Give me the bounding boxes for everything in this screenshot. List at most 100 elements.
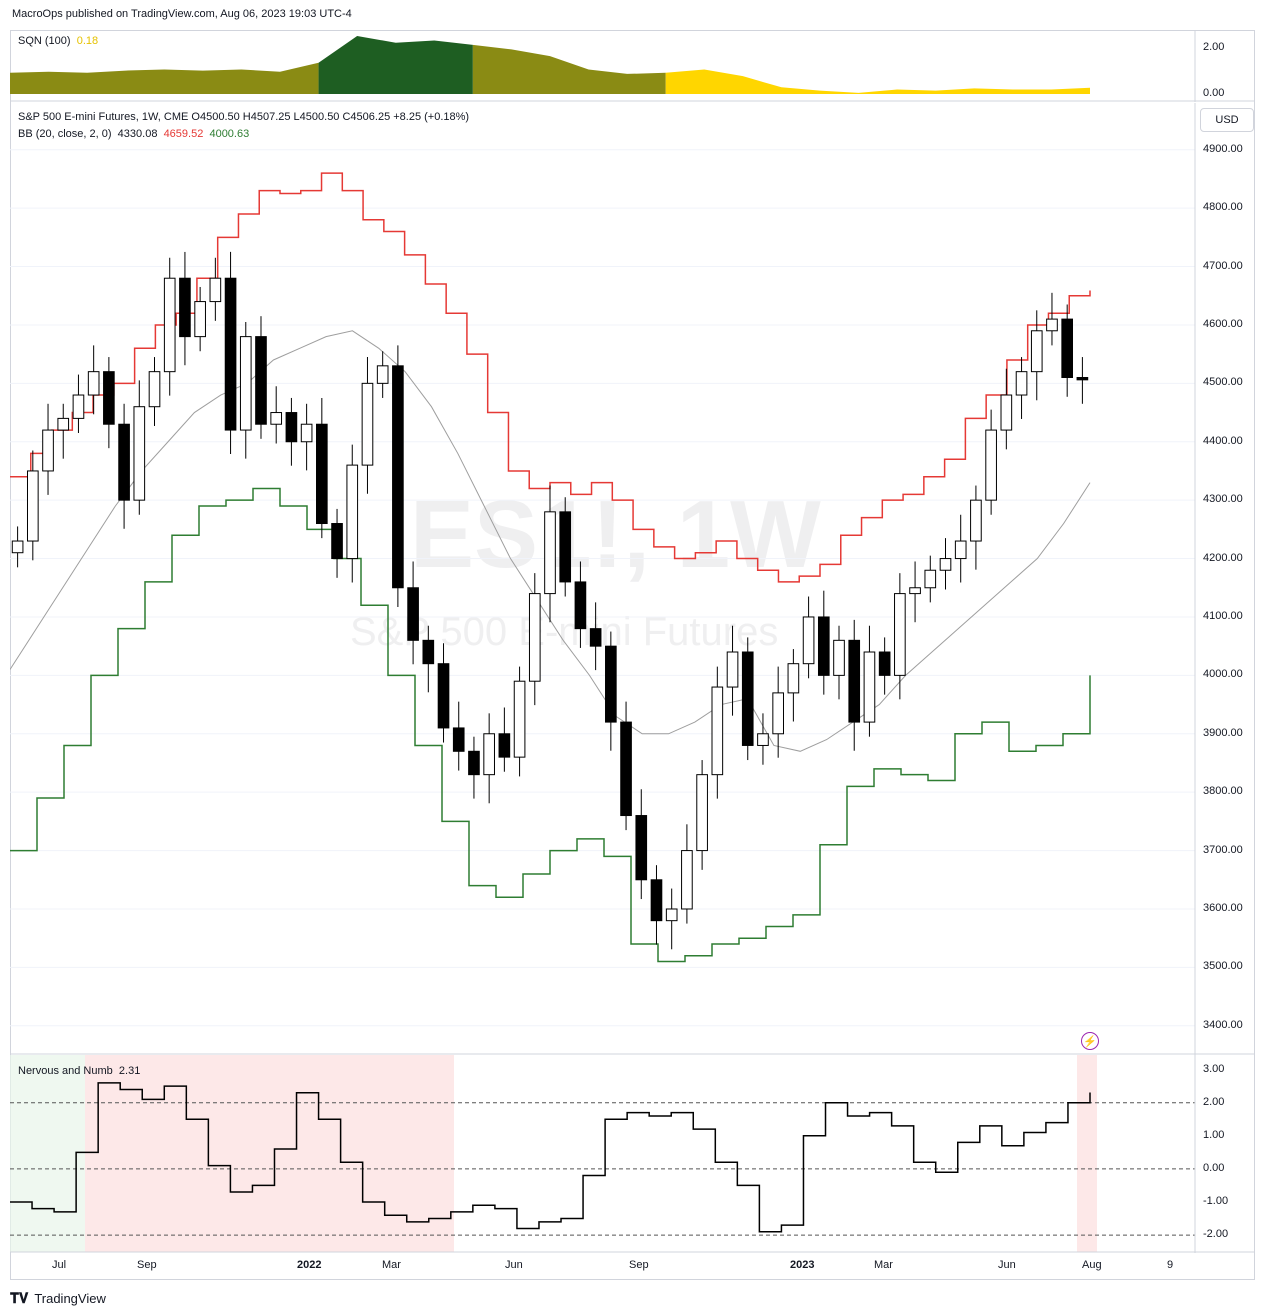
candle-body bbox=[741, 651, 754, 746]
price-axis-label: 4100.00 bbox=[1203, 609, 1243, 622]
sqn-pane[interactable] bbox=[10, 30, 1255, 102]
candle-body bbox=[255, 336, 267, 425]
candle-body bbox=[437, 663, 450, 729]
candle-body bbox=[544, 511, 556, 595]
price-pane[interactable] bbox=[10, 103, 1255, 1055]
candle-body bbox=[498, 733, 511, 758]
candle-body bbox=[407, 587, 419, 641]
nn-axis-label: 0.00 bbox=[1203, 1161, 1225, 1174]
price-axis-label: 4800.00 bbox=[1203, 201, 1243, 214]
price-axis-label: 3500.00 bbox=[1203, 960, 1243, 973]
candle-body bbox=[148, 371, 161, 408]
candle-body bbox=[26, 470, 39, 542]
nn-legend: Nervous and Numb 2.31 bbox=[18, 1065, 140, 1077]
candle-body bbox=[696, 774, 708, 852]
candle-body bbox=[985, 429, 997, 501]
candle-body bbox=[194, 301, 206, 338]
tradingview-logo-icon: 𝐓𝐕 bbox=[10, 1290, 29, 1306]
candle-body bbox=[468, 750, 480, 776]
lightning-alert-icon[interactable]: ⚡ bbox=[1081, 1032, 1099, 1050]
candle-body bbox=[118, 423, 130, 501]
time-axis-label: 2023 bbox=[790, 1259, 815, 1271]
candle-body bbox=[939, 558, 952, 571]
candle-body bbox=[209, 277, 222, 303]
candle-body bbox=[970, 499, 982, 542]
sqn-area-segment bbox=[318, 36, 473, 94]
bb-basis-value: 4330.08 bbox=[117, 128, 158, 140]
sqn-area-segment bbox=[665, 69, 1090, 94]
candle-body bbox=[1076, 377, 1089, 381]
time-axis-label: Jun bbox=[998, 1259, 1016, 1271]
bb-label: BB (20, close, 2, 0) bbox=[18, 128, 112, 140]
candle-body bbox=[72, 394, 85, 419]
candle-body bbox=[894, 593, 906, 676]
nn-axis-label: -1.00 bbox=[1203, 1194, 1229, 1207]
candle-body bbox=[528, 593, 541, 682]
nn-pane[interactable] bbox=[10, 1055, 1255, 1253]
time-axis-label: 2022 bbox=[297, 1259, 322, 1271]
candle-body bbox=[681, 850, 693, 910]
candle-body bbox=[787, 663, 800, 694]
candle-body bbox=[285, 412, 298, 443]
candle-body bbox=[300, 423, 313, 443]
candle-body bbox=[817, 616, 830, 676]
candle-body bbox=[711, 686, 724, 776]
candle-body bbox=[909, 587, 921, 595]
currency-button[interactable]: USD bbox=[1200, 108, 1254, 132]
candle-body bbox=[1046, 318, 1058, 332]
candle-body bbox=[574, 581, 587, 630]
candle-body bbox=[224, 277, 237, 431]
price-axis-label: 4300.00 bbox=[1203, 493, 1243, 506]
time-axis-label: Sep bbox=[629, 1259, 649, 1271]
candle-body bbox=[452, 727, 465, 752]
candle-body bbox=[163, 277, 176, 373]
candle-body bbox=[42, 429, 54, 472]
candle-body bbox=[376, 365, 389, 384]
candle-body bbox=[346, 464, 359, 560]
candle-body bbox=[103, 371, 115, 425]
candle-body bbox=[878, 651, 891, 676]
candle-body bbox=[954, 540, 967, 560]
candle-body bbox=[331, 523, 343, 560]
price-axis-label: 4000.00 bbox=[1203, 668, 1243, 681]
candle-body bbox=[726, 651, 739, 688]
candle-body bbox=[11, 540, 24, 554]
candle-body bbox=[589, 628, 602, 647]
candle-body bbox=[605, 645, 617, 723]
candle-body bbox=[665, 908, 678, 922]
nn-line bbox=[10, 1082, 1091, 1233]
time-axis-label: Sep bbox=[137, 1259, 157, 1271]
sqn-area-segment bbox=[472, 44, 666, 94]
nn-label: Nervous and Numb bbox=[18, 1065, 113, 1077]
candle-body bbox=[650, 879, 663, 922]
watermark-symbol: ES1!, 1W bbox=[410, 481, 821, 588]
price-axis-label: 3900.00 bbox=[1203, 726, 1243, 739]
candle-body bbox=[361, 382, 374, 466]
candle-body bbox=[1015, 371, 1028, 396]
candle-body bbox=[620, 721, 632, 817]
sqn-axis-2: 2.00 bbox=[1203, 41, 1225, 53]
price-axis-label: 4400.00 bbox=[1203, 434, 1243, 447]
price-axis-label: 4200.00 bbox=[1203, 551, 1243, 564]
candle-body bbox=[1061, 318, 1074, 379]
time-axis-label: 9 bbox=[1167, 1259, 1174, 1271]
candle-body bbox=[239, 336, 252, 431]
bb-lower-line bbox=[10, 487, 1091, 963]
chart-frame bbox=[10, 30, 1255, 1280]
candle-body bbox=[270, 412, 283, 425]
sqn-legend: SQN (100) 0.18 bbox=[18, 35, 98, 47]
candle-body bbox=[57, 417, 70, 431]
nn-value: 2.31 bbox=[118, 1065, 141, 1077]
time-axis-label: Mar bbox=[874, 1259, 893, 1271]
candle-body bbox=[802, 616, 815, 665]
time-axis-label: Mar bbox=[382, 1259, 401, 1271]
tradingview-logo[interactable]: 𝐓𝐕 TradingView bbox=[10, 1290, 106, 1307]
sqn-axis-0: 0.00 bbox=[1203, 87, 1225, 99]
price-axis-label: 4500.00 bbox=[1203, 376, 1243, 389]
candle-body bbox=[1030, 330, 1043, 373]
price-axis-label: 3700.00 bbox=[1203, 843, 1243, 856]
time-axis-label: Jun bbox=[505, 1259, 523, 1271]
price-axis-label: 3400.00 bbox=[1203, 1018, 1243, 1031]
sqn-area-segment bbox=[10, 62, 319, 94]
sqn-value: 0.18 bbox=[76, 35, 99, 47]
